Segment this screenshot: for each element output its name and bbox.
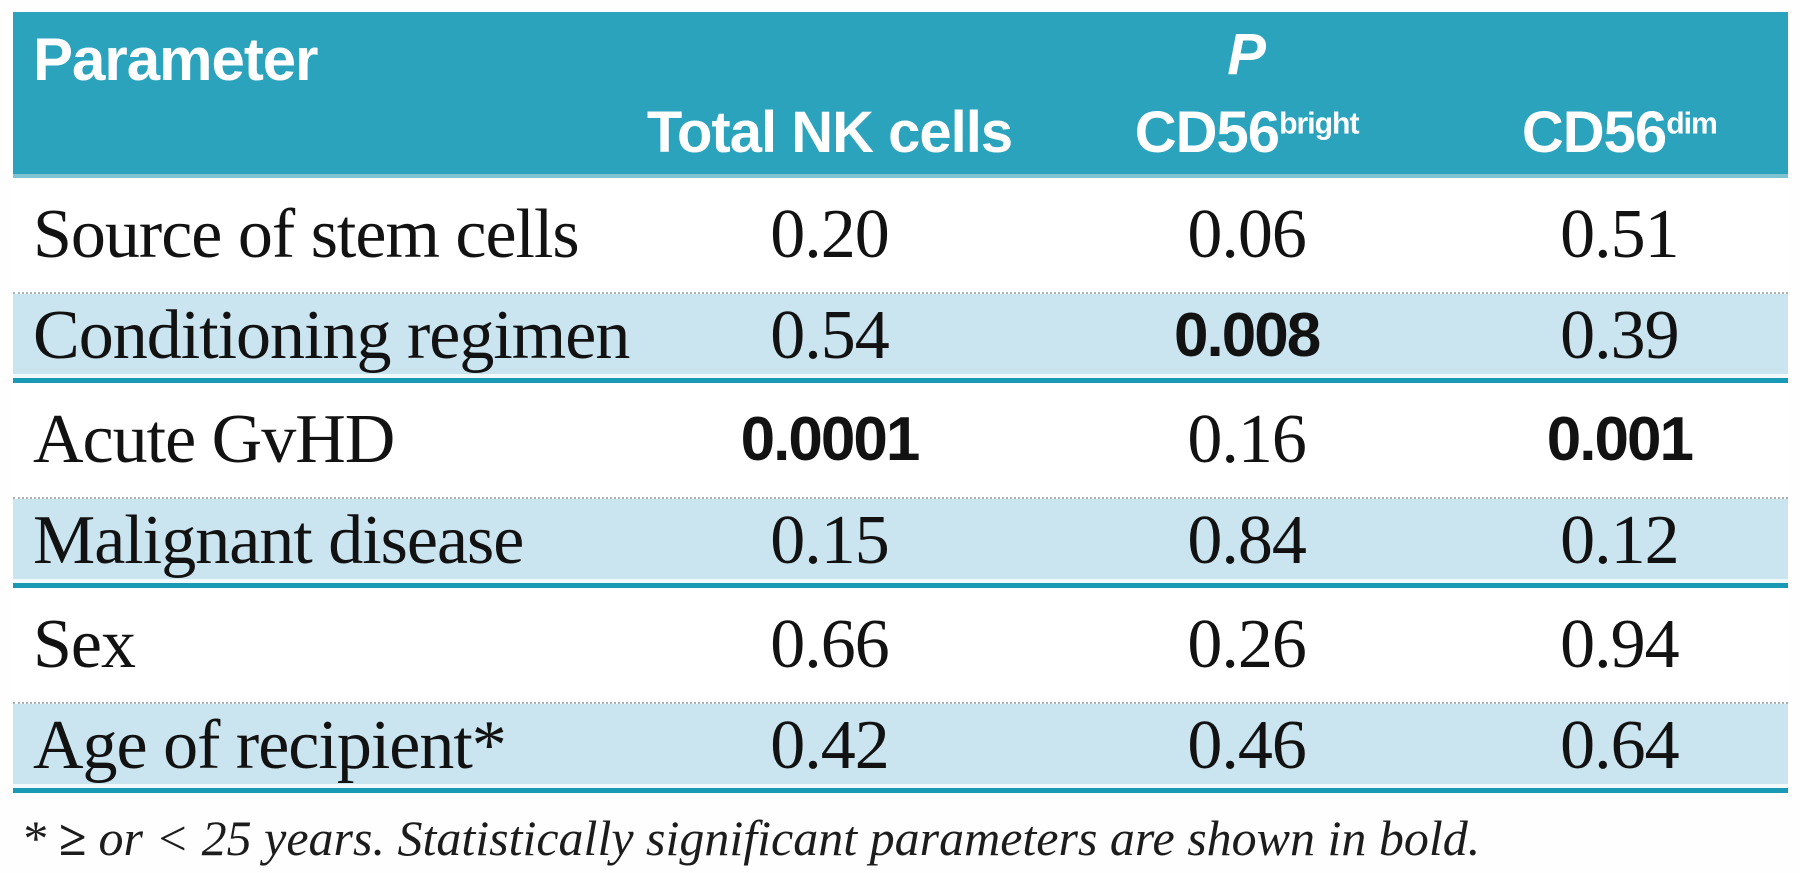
table-row: Acute GvHD 0.0001 0.16 0.001 xyxy=(13,383,1788,499)
cell-p-total-nk: 0.42 xyxy=(770,707,890,784)
cell-p-cd56dim: 0.94 xyxy=(1560,606,1680,683)
cell-p-total-nk: 0.54 xyxy=(770,297,890,374)
cell-p-total-nk: 0.15 xyxy=(770,502,890,579)
column-header-total-nk-cells: Total NK cells xyxy=(617,104,1043,174)
table-row: Conditioning regimen 0.54 0.008 0.39 xyxy=(13,294,1788,383)
column-header-label: CD56 xyxy=(1521,100,1667,165)
cell-p-cd56bright: 0.84 xyxy=(1187,502,1307,579)
superscript-dim: dim xyxy=(1666,107,1718,141)
table-row: Source of stem cells 0.20 0.06 0.51 xyxy=(13,178,1788,294)
p-values-table: Parameter P Total NK cells CD56bright CD… xyxy=(13,12,1788,866)
table-footnote: * ≥ or < 25 years. Statistically signifi… xyxy=(13,793,1788,866)
column-header-label: CD56 xyxy=(1134,100,1280,165)
cell-parameter: Acute GvHD xyxy=(33,401,395,478)
cell-p-total-nk: 0.66 xyxy=(770,606,890,683)
footnote-text: or < 25 years. Statistically significant… xyxy=(85,810,1481,866)
column-header-cd56dim: CD56dim xyxy=(1451,104,1788,174)
cell-p-cd56dim: 0.51 xyxy=(1560,196,1680,273)
cell-p-cd56bright: 0.008 xyxy=(1174,301,1321,370)
column-header-label: Total NK cells xyxy=(646,100,1013,165)
cell-parameter: Source of stem cells xyxy=(33,196,580,273)
superscript-bright: bright xyxy=(1279,107,1359,141)
column-header-cd56bright: CD56bright xyxy=(1043,104,1451,174)
cell-p-cd56bright: 0.16 xyxy=(1187,401,1307,478)
table-row: Sex 0.66 0.26 0.94 xyxy=(13,588,1788,704)
table-row: Malignant disease 0.15 0.84 0.12 xyxy=(13,499,1788,588)
cell-parameter: Age of recipient* xyxy=(33,707,507,784)
footnote-marker: * xyxy=(21,810,59,866)
cell-p-cd56bright: 0.06 xyxy=(1187,196,1307,273)
column-header-parameter: Parameter xyxy=(33,26,319,93)
cell-p-cd56dim: 0.39 xyxy=(1560,297,1680,374)
table-row: Age of recipient* 0.42 0.46 0.64 xyxy=(13,704,1788,793)
table-header: Parameter P Total NK cells CD56bright CD… xyxy=(13,12,1788,178)
cell-p-cd56bright: 0.26 xyxy=(1187,606,1307,683)
p-value-group-label: P xyxy=(1227,22,1266,87)
cell-p-cd56bright: 0.46 xyxy=(1187,707,1307,784)
cell-parameter: Malignant disease xyxy=(33,502,524,579)
cell-p-cd56dim: 0.12 xyxy=(1560,502,1680,579)
cell-p-total-nk: 0.20 xyxy=(770,196,890,273)
cell-p-total-nk: 0.0001 xyxy=(740,405,921,474)
cell-p-cd56dim: 0.001 xyxy=(1546,405,1694,474)
cell-p-cd56dim: 0.64 xyxy=(1560,707,1680,784)
footnote-geq-symbol: ≥ xyxy=(58,810,86,866)
cell-parameter: Conditioning regimen xyxy=(33,297,630,374)
cell-parameter: Sex xyxy=(33,606,136,683)
